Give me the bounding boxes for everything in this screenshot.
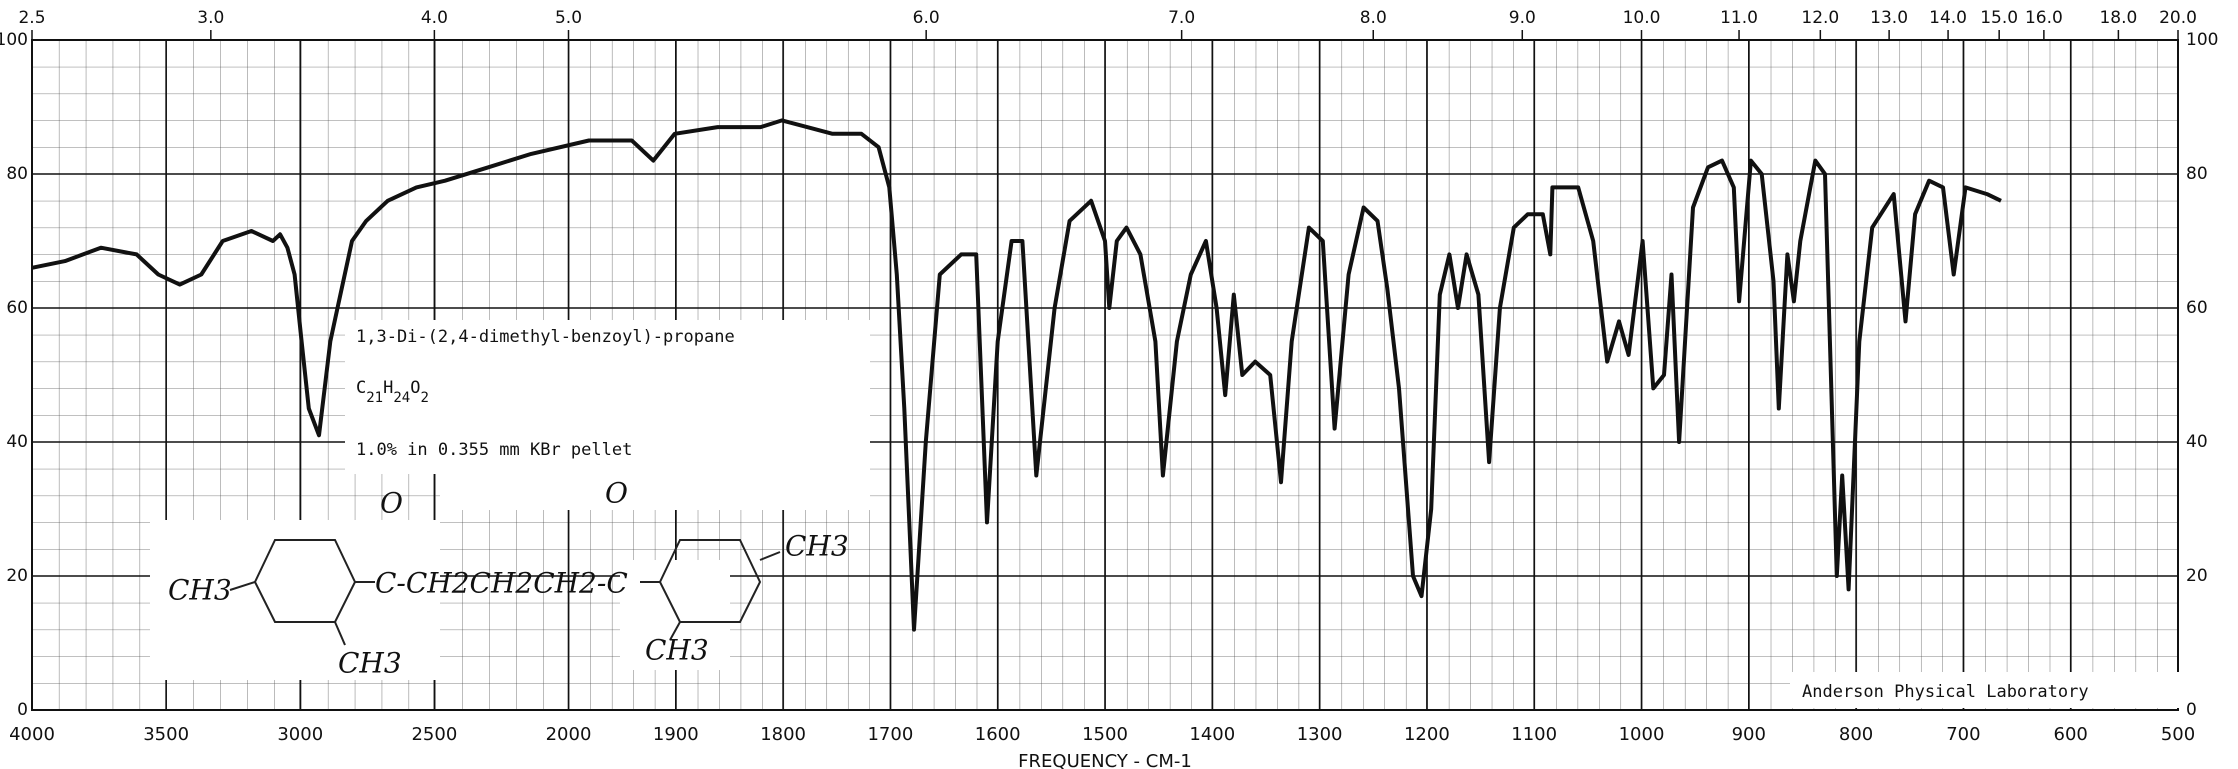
formula: C21H24O2 [356,378,429,406]
x-tick-label: 1000 [1619,724,1665,745]
top-tick-label: 10.0 [1623,8,1661,28]
y-tick-label: 40 [6,432,28,452]
y-tick-label: 100 [0,30,28,50]
formula-part: 2 [420,390,428,406]
top-tick-label: 2.5 [18,8,45,28]
y-tick-label: 20 [6,566,28,586]
x-tick-label: 2500 [411,724,457,745]
formula-part: C [356,378,366,398]
y-tick-label-right: 20 [2186,566,2208,586]
top-tick-label: 6.0 [913,8,940,28]
structure-label: CH3 [168,574,232,607]
top-tick-label: 8.0 [1360,8,1387,28]
formula-part: 24 [393,390,410,406]
top-tick-label: 7.0 [1168,8,1195,28]
y-tick-label: 60 [6,298,28,318]
plot-frame [31,39,2179,711]
lab-box [1790,672,2186,708]
top-tick-label: 13.0 [1870,8,1908,28]
structure-label: C-CH2CH2CH2-C [375,567,628,600]
compound-name: 1,3-Di-(2,4-dimethyl-benzoyl)-propane [356,327,735,347]
x-tick-label: 1300 [1297,724,1343,745]
x-tick-label: 1400 [1189,724,1235,745]
top-tick-label: 15.0 [1980,8,2018,28]
y-tick-label-right: 100 [2186,30,2218,50]
structure-label: CH3 [785,530,849,563]
formula-part: H [383,378,393,398]
x-tick-label: 700 [1946,724,1980,745]
x-tick-label: 1100 [1511,724,1557,745]
x-tick-label: 500 [2161,724,2195,745]
sample-note: 1.0% in 0.355 mm KBr pellet [356,440,632,460]
top-tick-label: 11.0 [1720,8,1758,28]
top-tick-label: 14.0 [1929,8,1967,28]
top-tick-label: 9.0 [1509,8,1536,28]
top-tick-label: 12.0 [1801,8,1839,28]
y-tick-label-right: 40 [2186,432,2208,452]
lab-name: Anderson Physical Laboratory [1802,682,2089,702]
structure-label: CH3 [645,634,709,667]
formula-part: 21 [366,390,383,406]
formula-part: O [410,378,420,398]
x-tick-label: 1900 [653,724,699,745]
y-tick-label-right: 60 [2186,298,2208,318]
y-tick-label: 80 [6,164,28,184]
x-tick-label: 1500 [1082,724,1128,745]
spectrum-line [31,118,2002,632]
top-tick-label: 18.0 [2099,8,2137,28]
top-tick-label: 3.0 [197,8,224,28]
structure-rings [229,539,781,646]
top-tick-label: 16.0 [2025,8,2063,28]
top-tick-label: 4.0 [421,8,448,28]
top-tick-label: 5.0 [555,8,582,28]
structure-box [150,520,440,680]
x-tick-label: 1200 [1404,724,1450,745]
x-tick-label: 3500 [143,724,189,745]
y-tick-label-right: 80 [2186,164,2208,184]
annotation-box [345,320,870,474]
top-tick-label: 20.0 [2159,8,2197,28]
x-axis-label: FREQUENCY - CM-1 [1018,751,1192,769]
structure-label: O [605,477,628,510]
x-tick-label: 2000 [546,724,592,745]
x-tick-label: 600 [2054,724,2088,745]
x-tick-label: 800 [1839,724,1873,745]
x-tick-label: 1800 [760,724,806,745]
structure-box [440,470,870,510]
y-tick-label-right: 0 [2186,700,2197,720]
x-tick-label: 1700 [867,724,913,745]
y-tick-label: 0 [17,700,28,720]
structure-box [620,560,730,670]
x-tick-label: 1600 [975,724,1021,745]
x-tick-label: 3000 [277,724,323,745]
structure-label: CH3 [338,647,402,680]
x-tick-label: 900 [1732,724,1766,745]
x-tick-label: 4000 [9,724,55,745]
structure-label: O [380,487,403,520]
